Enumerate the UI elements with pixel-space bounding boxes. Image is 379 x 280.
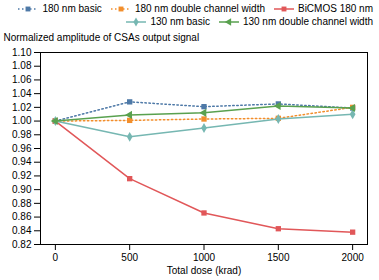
- svg-text:Normalized amplitude of CSAs o: Normalized amplitude of CSAs output sign…: [4, 32, 200, 43]
- svg-text:Total dose (krad): Total dose (krad): [167, 265, 241, 276]
- svg-text:0.82: 0.82: [12, 239, 32, 250]
- html-text:180 nm double channel width: 180 nm double channel width: [134, 3, 265, 14]
- html-text:BiCMOS 180 nm: BiCMOS 180 nm: [298, 3, 373, 14]
- svg-text:0.88: 0.88: [12, 198, 32, 209]
- svg-text:0.92: 0.92: [12, 170, 32, 181]
- svg-text:0.96: 0.96: [12, 143, 32, 154]
- svg-text:1.10: 1.10: [12, 47, 32, 58]
- html-text:130 nm double channel width: 130 nm double channel width: [242, 16, 373, 27]
- svg-text:0: 0: [53, 252, 59, 263]
- svg-text:1.04: 1.04: [12, 88, 32, 99]
- svg-text:1000: 1000: [193, 252, 216, 263]
- svg-text:1500: 1500: [267, 252, 290, 263]
- html-text:180 nm basic: 180 nm basic: [42, 3, 102, 14]
- svg-text:0.84: 0.84: [12, 225, 32, 236]
- html-text:130 nm basic: 130 nm basic: [150, 16, 210, 27]
- svg-text:500: 500: [121, 252, 138, 263]
- svg-text:1.06: 1.06: [12, 74, 32, 85]
- svg-text:0.90: 0.90: [12, 184, 32, 195]
- svg-text:0.86: 0.86: [12, 211, 32, 222]
- svg-text:2000: 2000: [342, 252, 365, 263]
- svg-text:1.02: 1.02: [12, 102, 32, 113]
- svg-text:0.94: 0.94: [12, 156, 32, 167]
- svg-text:1.00: 1.00: [12, 115, 32, 126]
- svg-text:1.08: 1.08: [12, 60, 32, 71]
- svg-text:0.98: 0.98: [12, 129, 32, 140]
